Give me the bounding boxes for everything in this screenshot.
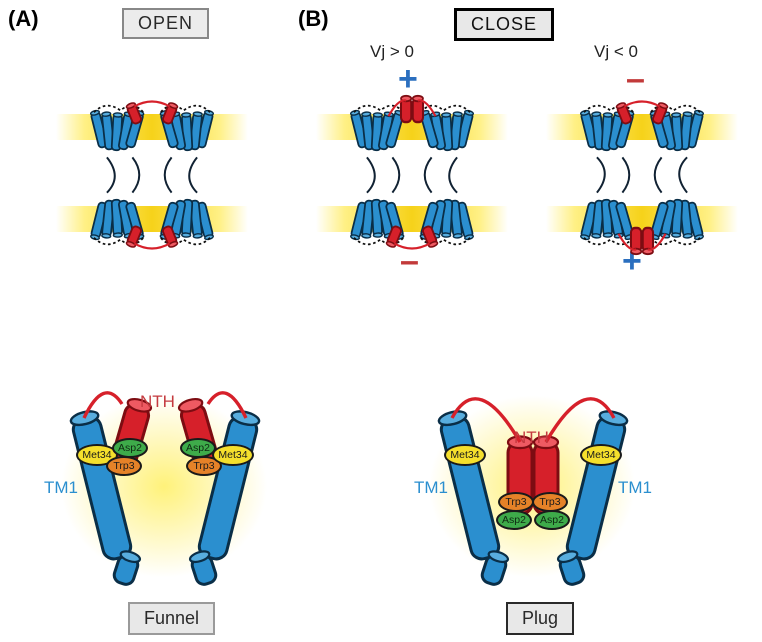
funnel-asp-right: Asp2 xyxy=(180,438,216,458)
channel-close-vjpos xyxy=(316,70,508,280)
plug-met-right: Met34 xyxy=(580,444,622,466)
plug-asp-right: Asp2 xyxy=(534,510,570,530)
funnel-tm1-label: TM1 xyxy=(44,478,78,498)
funnel-nth-label: NTH xyxy=(140,392,175,412)
panel-a-letter: (A) xyxy=(8,6,39,32)
funnel-asp-left: Asp2 xyxy=(112,438,148,458)
close-state-box: CLOSE xyxy=(454,8,554,41)
open-state-box: OPEN xyxy=(122,8,209,39)
channel-open xyxy=(56,70,248,280)
plug-asp-left: Asp2 xyxy=(496,510,532,530)
channel-close-vjneg xyxy=(546,70,738,280)
vj-neg-label: Vj < 0 xyxy=(594,42,638,62)
funnel-trp-left: Trp3 xyxy=(106,456,142,476)
vj-pos-label: Vj > 0 xyxy=(370,42,414,62)
plug-trp-right: Trp3 xyxy=(532,492,568,512)
plug-trp-left: Trp3 xyxy=(498,492,534,512)
plug-nth-label: NTH xyxy=(514,428,549,448)
plug-tm1-label-right: TM1 xyxy=(618,478,652,498)
panel-b-letter: (B) xyxy=(298,6,329,32)
plug-tm1-label-left: TM1 xyxy=(414,478,448,498)
funnel-met-right: Met34 xyxy=(212,444,254,466)
funnel-box: Funnel xyxy=(128,602,215,635)
plug-box: Plug xyxy=(506,602,574,635)
plug-met-left: Met34 xyxy=(444,444,486,466)
